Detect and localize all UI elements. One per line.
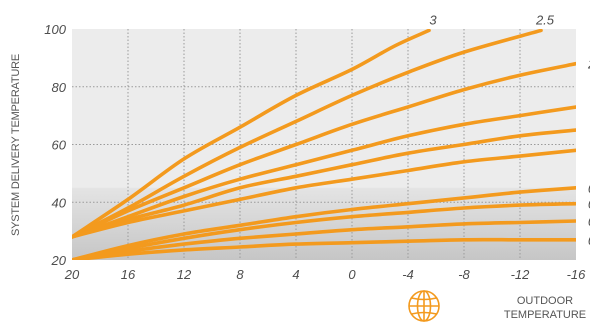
x-tick-label: -16 [567, 267, 587, 282]
y-tick-label: 40 [52, 195, 67, 210]
heating-curve-1 [72, 29, 431, 239]
globe-icon [408, 290, 440, 322]
x-axis-label-line2: TEMPERATURE [504, 309, 586, 321]
x-tick-label: 0 [348, 267, 356, 282]
heating-curve-7 [72, 186, 576, 260]
curves [72, 29, 576, 260]
x-tick-label: 16 [121, 267, 136, 282]
curve-label: 0 [588, 214, 590, 229]
curve-labels: 32.520000 [429, 12, 590, 247]
heating-curve-6 [72, 148, 576, 239]
y-tick-label: 80 [52, 80, 67, 95]
heating-curve-10 [72, 237, 576, 260]
curve-label: 2.5 [535, 12, 555, 27]
x-tick-label: -12 [511, 267, 531, 282]
x-tick-label: -4 [402, 267, 414, 282]
y-tick-label: 60 [52, 138, 67, 153]
y-tick-label: 100 [44, 22, 66, 37]
x-tick-label: 8 [236, 267, 244, 282]
x-tick-label: -8 [458, 267, 470, 282]
y-tick-label: 20 [51, 253, 67, 268]
curve-label: 0 [588, 197, 590, 212]
heating-curve-3 [72, 61, 576, 239]
curve-label: 2 [587, 57, 590, 72]
x-tick-label: 20 [64, 267, 80, 282]
x-tick-label: 12 [177, 267, 192, 282]
curve-label: 0 [588, 181, 590, 196]
heating-curve-9 [72, 219, 576, 260]
x-tick-labels: 20 16 12 8 4 0 -4 -8 -12 -16 [64, 267, 586, 282]
heating-curve-2 [72, 29, 543, 239]
heating-curve-8 [72, 201, 576, 260]
y-axis-label: SYSTEM DELIVERY TEMPERATURE [10, 54, 22, 236]
heating-curve-5 [72, 128, 576, 239]
y-tick-labels: 20 40 60 80 100 [44, 22, 66, 268]
x-tick-label: 4 [292, 267, 299, 282]
heating-curve-4 [72, 105, 576, 239]
curve-label: 3 [429, 12, 437, 27]
curve-label: 0 [588, 233, 590, 248]
x-axis-label-line1: OUTDOOR [517, 295, 573, 307]
